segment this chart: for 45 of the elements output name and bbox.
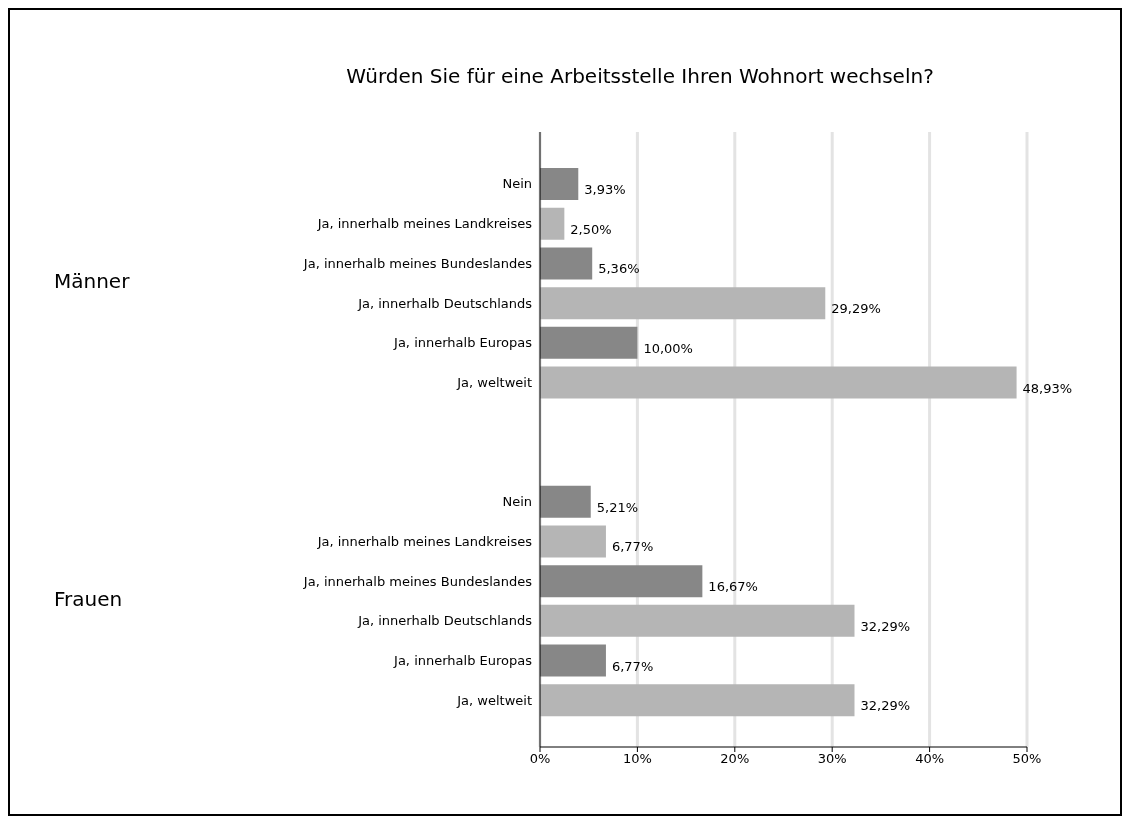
text: Frauen [54,586,123,611]
data-label: 3,93% [584,182,626,197]
x-tick-label: 50% [1012,751,1042,767]
chart-title: Würden Sie für eine Arbeitsstelle Ihren Wohnort wechseln? [345,64,935,88]
bar [540,247,593,280]
bar [540,485,591,518]
y-tick-label: Ja, innerhalb meines Landkreises [316,533,533,549]
data-label: 5,21% [596,499,639,515]
bar [540,326,638,359]
y-tick-label: Ja, innerhalb meines Bundeslandes [302,573,533,589]
data-label: 32,29% [860,618,911,634]
y-tick-label: Ja, weltweit [456,375,532,391]
data-label: 29,29% [831,301,881,317]
bar [540,565,703,598]
x-tick-label: 40% [915,751,945,767]
x-tick-label: 20% [720,751,750,767]
data-label: 10,00% [643,340,693,356]
data-label: 5,36% [598,261,640,277]
y-tick-label: Nein [502,176,532,192]
bar [540,287,826,320]
x-tick-label: 10% [622,751,652,767]
x-tick-label: 30% [817,751,847,767]
bar [540,525,606,558]
data-label: 16,67% [708,579,758,595]
y-tick-label: Ja, innerhalb meines Landkreises [316,216,533,232]
x-tick-label: 0% [529,751,551,767]
y-tick-label: Ja, innerhalb meines Bundeslandes [302,255,533,271]
data-label: 32,29% [860,698,911,714]
y-tick-label: Ja, innerhalb Europas [393,335,533,351]
data-label: 2,50% [570,221,612,237]
bar [540,604,855,637]
y-tick-label: Nein [502,494,532,510]
y-tick-label: Ja, innerhalb Europas [393,653,533,669]
bar [540,684,855,717]
text: Männer [54,269,130,294]
data-label: 6,77% [611,658,654,674]
y-tick-label: Ja, weltweit [456,692,532,708]
y-tick-label: Ja, innerhalb Deutschlands [357,295,533,311]
data-label: 48,93% [1022,380,1073,396]
bar [540,644,606,677]
bar [540,366,1017,399]
data-label: 6,77% [611,539,654,555]
bar [540,168,579,200]
y-tick-label: Ja, innerhalb Deutschlands [357,613,533,629]
bar [540,207,565,240]
